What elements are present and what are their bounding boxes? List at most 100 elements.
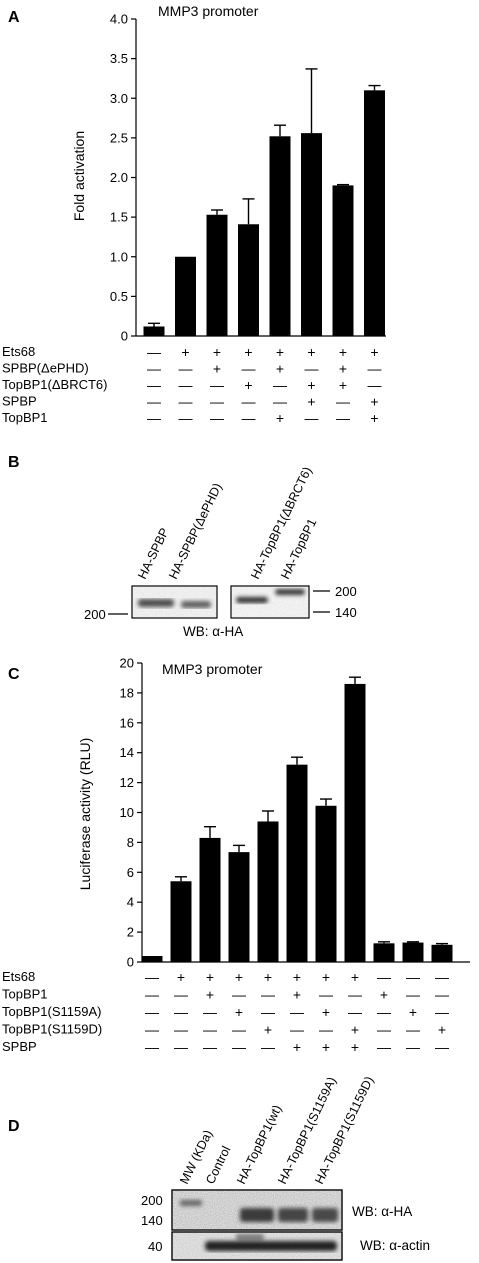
condition-sign: — xyxy=(319,987,333,1003)
condition-sign: — xyxy=(174,987,188,1003)
blot-d-ha-label: WB: α-HA xyxy=(352,1204,412,1219)
condition-sign: — xyxy=(145,969,159,985)
condition-sign: — xyxy=(435,1039,449,1055)
condition-sign: + xyxy=(307,394,315,410)
blot-d-actin-label: WB: α-actin xyxy=(360,1238,430,1253)
y-tick-label: 10 xyxy=(120,805,134,820)
condition-sign: — xyxy=(336,410,350,426)
bar xyxy=(175,256,196,336)
y-tick-label: 4 xyxy=(127,895,134,910)
condition-matrix-a: Ets68— + + + + + + +SPBP(ΔePHD) — — + — + — + —TopBP1(Δ… xyxy=(2,344,382,426)
condition-sign: — xyxy=(203,1039,217,1055)
row-label: TopBP1(S1159D) xyxy=(2,1022,102,1037)
chart-a-ylabel: Fold activation xyxy=(71,131,87,221)
chart-a-title: MMP3 promoter xyxy=(158,3,259,19)
bar xyxy=(431,944,453,962)
condition-sign: + xyxy=(213,344,221,360)
condition-sign: — xyxy=(174,1004,188,1020)
y-tick-label: 0 xyxy=(127,955,134,970)
row-label: SPBP xyxy=(2,394,37,409)
condition-sign: + xyxy=(370,394,378,410)
y-tick-label: 20 xyxy=(120,656,134,671)
condition-sign: + xyxy=(351,969,359,985)
condition-sign: — xyxy=(435,987,449,1003)
y-tick-label: 8 xyxy=(127,835,134,850)
condition-sign: — xyxy=(273,394,287,410)
y-tick-label: 12 xyxy=(120,775,134,790)
bar xyxy=(269,136,291,336)
condition-sign: + xyxy=(307,377,315,393)
condition-sign: + xyxy=(307,344,315,360)
condition-sign: + xyxy=(293,1039,301,1055)
condition-sign: — xyxy=(179,377,193,393)
condition-sign: + xyxy=(177,969,185,985)
condition-sign: + xyxy=(244,377,252,393)
y-tick-label: 4.0 xyxy=(110,12,128,27)
blot-b-mw-marker: 140 xyxy=(335,605,357,620)
y-tick-label: 0.5 xyxy=(110,289,128,304)
condition-sign: + xyxy=(235,1004,243,1020)
y-tick-label: 2.5 xyxy=(110,130,128,145)
bar xyxy=(364,90,385,336)
bar xyxy=(170,881,192,962)
bar xyxy=(402,942,424,962)
condition-sign: + xyxy=(293,987,301,1003)
condition-sign: — xyxy=(147,361,161,377)
condition-sign: — xyxy=(377,1004,391,1020)
y-tick-label: 3.0 xyxy=(110,91,128,106)
bar xyxy=(344,683,366,962)
condition-sign: — xyxy=(305,361,319,377)
bar xyxy=(332,185,354,336)
blot-d-actin xyxy=(171,1231,343,1261)
y-tick-label: 16 xyxy=(120,715,134,730)
condition-sign: + xyxy=(438,1022,446,1038)
condition-sign: — xyxy=(348,1004,362,1020)
condition-sign: — xyxy=(147,410,161,426)
row-label: SPBP(ΔePHD) xyxy=(2,361,89,376)
condition-sign: — xyxy=(406,987,420,1003)
panel-d-label: D xyxy=(8,1118,20,1135)
chart-c-title: MMP3 promoter xyxy=(162,661,263,677)
condition-sign: — xyxy=(210,410,224,426)
condition-sign: + xyxy=(339,377,347,393)
condition-sign: + xyxy=(351,1022,359,1038)
bar xyxy=(315,805,337,962)
condition-sign: — xyxy=(261,987,275,1003)
condition-sign: + xyxy=(206,987,214,1003)
y-tick-label: 2 xyxy=(127,925,134,940)
condition-sign: — xyxy=(261,1004,275,1020)
condition-sign: + xyxy=(380,987,388,1003)
condition-sign: — xyxy=(406,1022,420,1038)
condition-sign: + xyxy=(206,969,214,985)
blot-b-left xyxy=(131,585,218,619)
condition-sign: — xyxy=(203,1022,217,1038)
condition-sign: + xyxy=(213,361,221,377)
condition-sign: + xyxy=(264,969,272,985)
bar xyxy=(257,821,279,962)
condition-sign: + xyxy=(339,361,347,377)
condition-sign: — xyxy=(179,394,193,410)
condition-sign: — xyxy=(147,377,161,393)
condition-sign: — xyxy=(368,377,382,393)
condition-sign: — xyxy=(242,361,256,377)
blot-d-mw-marker: 40 xyxy=(148,1239,162,1254)
condition-sign: — xyxy=(273,377,287,393)
panel-b-label: B xyxy=(8,454,20,471)
y-tick-label: 18 xyxy=(120,685,134,700)
condition-sign: + xyxy=(276,410,284,426)
chart-c: 0 2 4 6 8 10 12 14 16 18 20 xyxy=(120,656,470,970)
blot-b-caption: WB: α-HA xyxy=(183,624,243,639)
condition-sign: — xyxy=(435,1004,449,1020)
condition-sign: — xyxy=(210,377,224,393)
condition-sign: — xyxy=(377,969,391,985)
blot-d-mw-marker: 140 xyxy=(141,1213,163,1228)
condition-sign: + xyxy=(322,1039,330,1055)
condition-sign: — xyxy=(145,1022,159,1038)
row-label: Ets68 xyxy=(2,969,35,984)
row-label: TopBP1 xyxy=(2,987,48,1002)
blot-d-mw-marker: 200 xyxy=(141,1193,163,1208)
condition-sign: — xyxy=(319,1022,333,1038)
row-label: Ets68 xyxy=(2,344,35,359)
row-label: SPBP xyxy=(2,1039,37,1054)
condition-sign: + xyxy=(264,1022,272,1038)
